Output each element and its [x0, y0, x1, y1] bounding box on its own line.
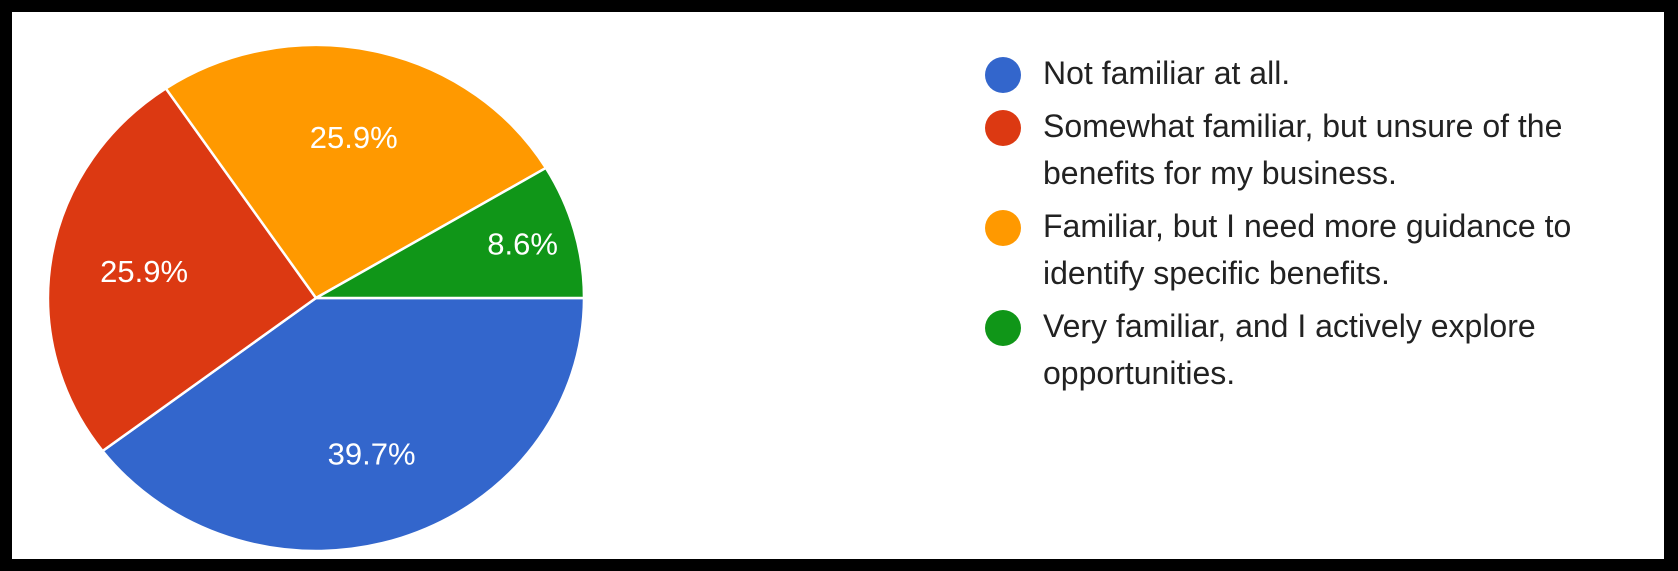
slice-label-not-familiar: 39.7%: [328, 436, 416, 471]
slice-very-familiar: [314, 166, 586, 300]
slice-label-somewhat-familiar: 25.9%: [100, 254, 188, 289]
legend-item-very-familiar: Very familiar, and I actively explore op…: [985, 303, 1665, 397]
legend-swatch-orange: [985, 210, 1021, 246]
pie-chart: 39.7% 25.9% 25.9% 8.6%: [46, 43, 586, 553]
chart-legend: Not familiar at all. Somewhat familiar, …: [985, 50, 1665, 403]
legend-swatch-red: [985, 110, 1021, 146]
legend-label: Not familiar at all.: [1043, 55, 1291, 91]
legend-label: Very familiar, and I actively explore op…: [1043, 308, 1536, 391]
legend-swatch-blue: [985, 57, 1021, 93]
slice-not-familiar: [101, 296, 586, 553]
legend-label: Somewhat familiar, but unsure of the ben…: [1043, 108, 1563, 191]
slice-label-familiar-need-guidance: 25.9%: [310, 120, 398, 155]
slice-somewhat-familiar: [46, 87, 318, 453]
legend-label: Familiar, but I need more guidance to id…: [1043, 208, 1572, 291]
legend-item-not-familiar: Not familiar at all.: [985, 50, 1665, 97]
legend-item-somewhat-familiar: Somewhat familiar, but unsure of the ben…: [985, 103, 1665, 197]
chart-frame: 39.7% 25.9% 25.9% 8.6% Not familiar at all.…: [12, 12, 1664, 559]
slice-familiar-need-guidance: [164, 43, 548, 300]
legend-item-familiar-need-guidance: Familiar, but I need more guidance to id…: [985, 203, 1665, 297]
slice-label-very-familiar: 8.6%: [487, 227, 558, 262]
legend-swatch-green: [985, 310, 1021, 346]
